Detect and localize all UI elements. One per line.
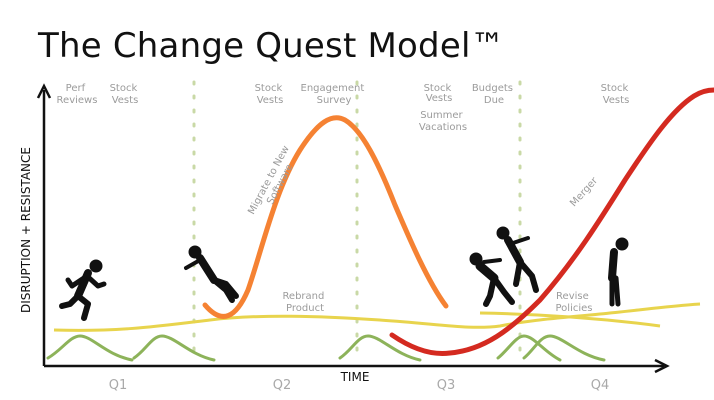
x-axis-arrow: [654, 358, 670, 374]
label-revise: Revise Policies: [556, 291, 593, 314]
axes: [36, 83, 670, 374]
running-person-icon: [59, 259, 107, 321]
green-bump-2: [132, 334, 216, 362]
event-stock-vests-4: Stock Vests: [601, 83, 632, 106]
orange-migrate-curve: [202, 115, 449, 319]
y-axis-label: DISRUPTION + RESISTANCE: [19, 147, 33, 313]
x-axis-label: TIME: [340, 370, 370, 384]
event-engagement-survey: Engagement Survey: [301, 83, 368, 106]
event-budgets-due: Budgets Due: [472, 83, 516, 106]
green-bump-5: [522, 334, 606, 362]
yellow-baseline-curve: [53, 302, 701, 332]
green-bump-4: [496, 334, 562, 362]
standing-person-icon: [608, 237, 629, 307]
label-merger: Merger: [568, 175, 600, 209]
event-stock-vests-3: Stock Vests: [424, 83, 455, 104]
quarter-label-q4: Q4: [591, 378, 610, 393]
event-stock-vests-1: Stock Vests: [110, 83, 141, 106]
red-merger-curve: [389, 87, 714, 357]
event-labels: Perf Reviews Stock Vests Stock Vests Eng…: [57, 83, 632, 133]
page-title: The Change Quest Model™: [38, 26, 505, 66]
quarter-label-q1: Q1: [109, 378, 128, 393]
stumbling-people-icon: [469, 226, 539, 307]
falling-person-icon: [184, 245, 239, 303]
y-axis-arrow: [36, 83, 52, 99]
event-stock-vests-2: Stock Vests: [255, 83, 286, 106]
quarter-dividers: [192, 80, 522, 362]
quarter-label-q3: Q3: [437, 378, 456, 393]
event-summer-vacations: Summer Vacations: [419, 110, 467, 133]
quarter-label-q2: Q2: [273, 378, 292, 393]
yellow-secondary-curve: [479, 311, 661, 328]
green-bump-1: [46, 334, 134, 362]
green-bumps: [46, 334, 606, 362]
event-perf-reviews: Perf Reviews: [57, 83, 98, 106]
label-rebrand: Rebrand Product: [282, 291, 327, 314]
green-bump-3: [338, 334, 422, 362]
